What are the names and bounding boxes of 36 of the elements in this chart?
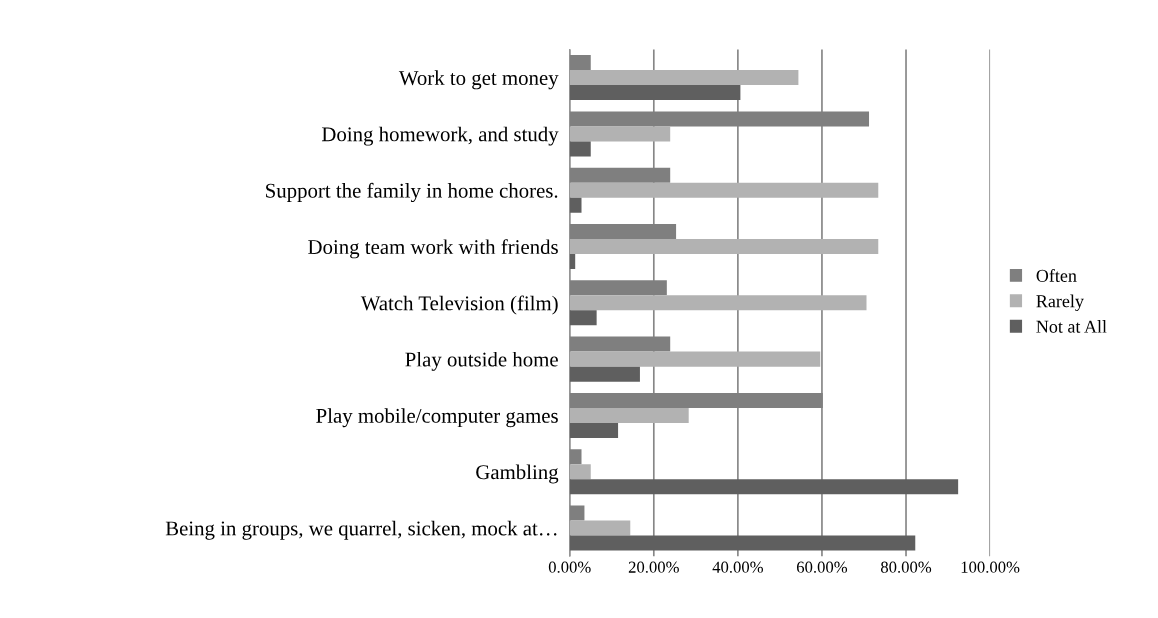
bar (569, 366, 640, 382)
bar (569, 239, 879, 255)
bar (569, 141, 591, 157)
bar (569, 85, 741, 101)
y-tick-label: Doing team work with friends (308, 239, 558, 259)
y-tick-label: Being in groups, we quarrel, sicken, mock at… (165, 520, 557, 540)
y-tick-label: Play mobile/computer games (316, 408, 558, 428)
bar (569, 197, 582, 213)
bar (569, 479, 959, 495)
x-tick-label: 60.00% (796, 561, 848, 573)
bar (569, 295, 867, 311)
x-tick-label: 40.00% (712, 561, 763, 573)
y-tick-label: Doing homework, and study (321, 126, 559, 146)
bar (569, 182, 879, 198)
bar (569, 70, 799, 86)
bar (569, 407, 689, 423)
x-tick-label: 20.00% (628, 561, 679, 573)
legend-label: Rarely (1036, 294, 1084, 312)
bar (569, 535, 916, 551)
x-tick-label: 80.00% (880, 561, 932, 573)
bar (569, 520, 631, 536)
x-tick-label: 100.00% (961, 561, 1020, 573)
y-tick-label: Play outside home (405, 351, 558, 371)
legend-label: Not at All (1036, 320, 1107, 333)
y-tick-label: Work to get money (398, 70, 559, 90)
y-tick-label: Gambling (476, 464, 559, 484)
x-tick-label: 0.00% (548, 561, 591, 573)
bar (569, 422, 619, 438)
bar (569, 254, 576, 270)
y-tick-label: Watch Television (film) (360, 295, 558, 315)
legend-label: Often (1036, 269, 1077, 282)
y-tick-label: Support the family in home chores. (266, 182, 558, 203)
bar (569, 464, 591, 480)
bar (569, 351, 821, 367)
bar (569, 310, 597, 326)
bar (569, 126, 671, 142)
